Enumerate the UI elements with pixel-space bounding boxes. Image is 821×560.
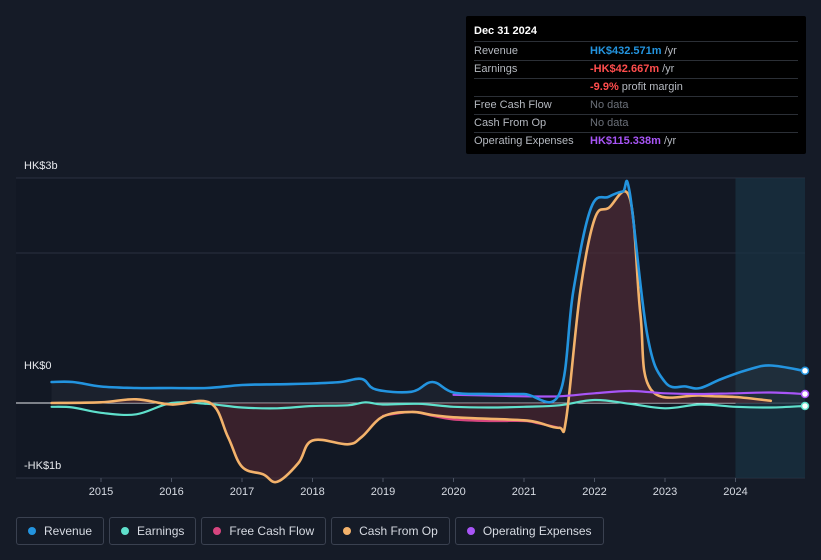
series-lines	[50, 179, 806, 484]
forecast-band	[735, 178, 805, 478]
line-revenue[interactable]	[50, 179, 806, 404]
legend-item-free-cash-flow[interactable]: Free Cash Flow	[201, 517, 327, 545]
legend-dot-icon	[343, 527, 352, 535]
series-fills	[51, 180, 804, 483]
tooltip-row-unit: profit margin	[621, 81, 683, 93]
data-tooltip: Dec 31 2024 Revenue HK$432.571m/yr Earning…	[466, 16, 806, 154]
tooltip-row-label: Earnings	[474, 63, 518, 75]
legend-label: Free Cash Flow	[229, 524, 315, 538]
chart-grid	[16, 177, 805, 479]
x-axis-ticks: 2015 2016 2017 2018 2019 2020 2021 2022 2023 2024	[89, 478, 748, 498]
tooltip-row: Cash From Op No data	[474, 115, 798, 133]
legend-label: Earnings	[137, 524, 185, 538]
tooltip-row-value: HK$115.338m	[590, 135, 661, 147]
tooltip-row: Operating Expenses HK$115.338m/yr	[474, 133, 798, 150]
end-marker-revenue	[800, 366, 810, 375]
tooltip-row-label: Cash From Op	[474, 117, 547, 129]
legend-dot-icon	[28, 527, 36, 535]
series-end-markers	[800, 366, 810, 411]
tooltip-row-value: No data	[590, 117, 629, 129]
area-cash-from-op	[51, 191, 771, 483]
tooltip-row-label: Free Cash Flow	[474, 99, 552, 111]
legend-label: Operating Expenses	[482, 524, 592, 538]
x-tick-label: 2019	[371, 486, 395, 498]
legend-label: Revenue	[44, 524, 93, 538]
end-marker-earnings	[800, 401, 810, 411]
x-tick-label: 2024	[723, 486, 747, 498]
line-operating-expenses[interactable]	[452, 389, 805, 398]
x-tick-label: 2021	[512, 486, 536, 498]
end-marker-operating-expenses	[800, 389, 810, 399]
legend-item-cash-from-op[interactable]: Cash From Op	[331, 517, 450, 545]
legend-item-earnings[interactable]: Earnings	[109, 517, 197, 545]
x-tick-label: 2016	[159, 486, 183, 498]
x-tick-label: 2017	[230, 486, 254, 498]
x-tick-label: 2018	[300, 486, 324, 498]
legend-dot-icon	[121, 527, 130, 535]
legend-dot-icon	[213, 527, 222, 535]
tooltip-row-value: -HK$42.667m	[590, 63, 660, 75]
tooltip-row-label	[474, 79, 590, 96]
tooltip-row-value: HK$432.571m	[590, 45, 662, 57]
x-tick-label: 2020	[441, 486, 465, 498]
tooltip-row-unit: /yr	[663, 135, 677, 147]
tooltip-row-label: Revenue	[474, 45, 519, 57]
x-tick-label: 2015	[89, 486, 113, 498]
tooltip-row-label: Operating Expenses	[474, 135, 574, 147]
tooltip-row: Free Cash Flow No data	[474, 97, 798, 115]
y-axis-bottom-label: -HK$1b	[24, 460, 62, 472]
legend-item-operating-expenses[interactable]: Operating Expenses	[454, 517, 604, 545]
legend-item-revenue[interactable]: Revenue	[16, 517, 105, 545]
tooltip-row: -9.9% profit margin	[474, 79, 798, 97]
tooltip-row-unit: /yr	[662, 63, 675, 75]
tooltip-row-value: -9.9%	[590, 81, 619, 93]
y-axis-top-label: HK$3b	[24, 160, 58, 172]
tooltip-row-value: No data	[590, 99, 629, 111]
tooltip-date: Dec 31 2024	[474, 24, 798, 42]
y-axis-zero-label: HK$0	[24, 360, 52, 372]
tooltip-row: Revenue HK$432.571m/yr	[474, 43, 798, 61]
legend-label: Cash From Op	[359, 524, 438, 538]
x-tick-label: 2023	[653, 486, 677, 498]
legend-dot-icon	[466, 527, 475, 535]
chart-legend: Revenue Earnings Free Cash Flow Cash From O…	[16, 517, 604, 545]
tooltip-row-unit: /yr	[664, 45, 677, 57]
x-tick-label: 2022	[582, 486, 606, 498]
tooltip-row: Earnings -HK$42.667m/yr	[474, 61, 798, 79]
plot-area	[16, 178, 805, 478]
